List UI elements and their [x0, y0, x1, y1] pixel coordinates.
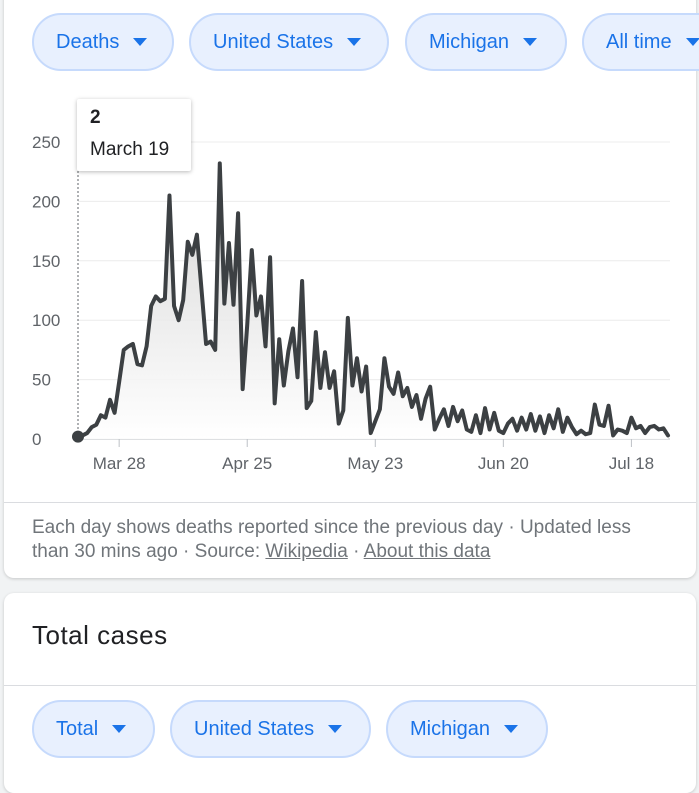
period-dropdown[interactable]: All time	[582, 13, 699, 71]
chart-tooltip: 2 March 19	[77, 99, 191, 171]
y-tick-label: 50	[32, 371, 51, 390]
y-tick-label: 200	[32, 192, 60, 211]
country-dropdown[interactable]: United States	[189, 13, 389, 71]
metric-dropdown[interactable]: Deaths	[32, 13, 174, 71]
chevron-down-icon	[685, 38, 699, 46]
hover-point	[72, 430, 84, 443]
y-tick-label: 0	[32, 430, 41, 449]
deaths-card	[4, 0, 696, 578]
chevron-down-icon	[504, 725, 519, 733]
tooltip-date: March 19	[90, 139, 170, 160]
source-link[interactable]: Wikipedia	[265, 541, 348, 562]
chevron-down-icon	[133, 38, 148, 46]
country-dropdown-label: United States	[213, 30, 334, 53]
chevron-down-icon	[523, 38, 538, 46]
x-tick-label: Jun 20	[478, 454, 529, 473]
chevron-down-icon	[347, 38, 362, 46]
x-tick-label: May 23	[347, 454, 403, 473]
total-region-dropdown-label: Michigan	[410, 717, 491, 740]
y-tick-label: 100	[32, 311, 60, 330]
x-tick-label: Jul 18	[609, 454, 654, 473]
total-metric-dropdown[interactable]: Total	[32, 700, 155, 758]
x-tick-label: Mar 28	[93, 454, 146, 473]
x-tick-label: Apr 25	[222, 454, 272, 473]
footnote-separator: ·	[347, 541, 364, 562]
deaths-chart[interactable]: 0 50 100 150 200 250 Mar 28 Apr 25 May 23 Jun 20…	[0, 0, 699, 500]
period-dropdown-label: All time	[606, 30, 672, 53]
region-dropdown[interactable]: Michigan	[405, 13, 567, 71]
y-tick-label: 250	[32, 133, 60, 152]
total-region-dropdown[interactable]: Michigan	[386, 700, 548, 758]
divider	[4, 502, 696, 503]
about-data-link[interactable]: About this data	[363, 541, 491, 562]
total-country-dropdown[interactable]: United States	[170, 700, 371, 758]
region-dropdown-label: Michigan	[429, 30, 510, 53]
chevron-down-icon	[112, 725, 127, 733]
metric-dropdown-label: Deaths	[56, 30, 120, 53]
deaths-series-line	[76, 161, 670, 439]
total-cases-title: Total cases	[32, 620, 168, 650]
deaths-area	[78, 163, 668, 439]
divider	[4, 685, 696, 686]
total-metric-dropdown-label: Total	[56, 717, 99, 740]
y-tick-label: 150	[32, 252, 60, 271]
chart-footnote: Each day shows deaths reported since the…	[32, 516, 672, 564]
total-country-dropdown-label: United States	[194, 717, 315, 740]
chevron-down-icon	[328, 725, 343, 733]
tooltip-value: 2	[90, 107, 101, 128]
footnote-text: Each day shows deaths reported since the…	[32, 517, 631, 562]
